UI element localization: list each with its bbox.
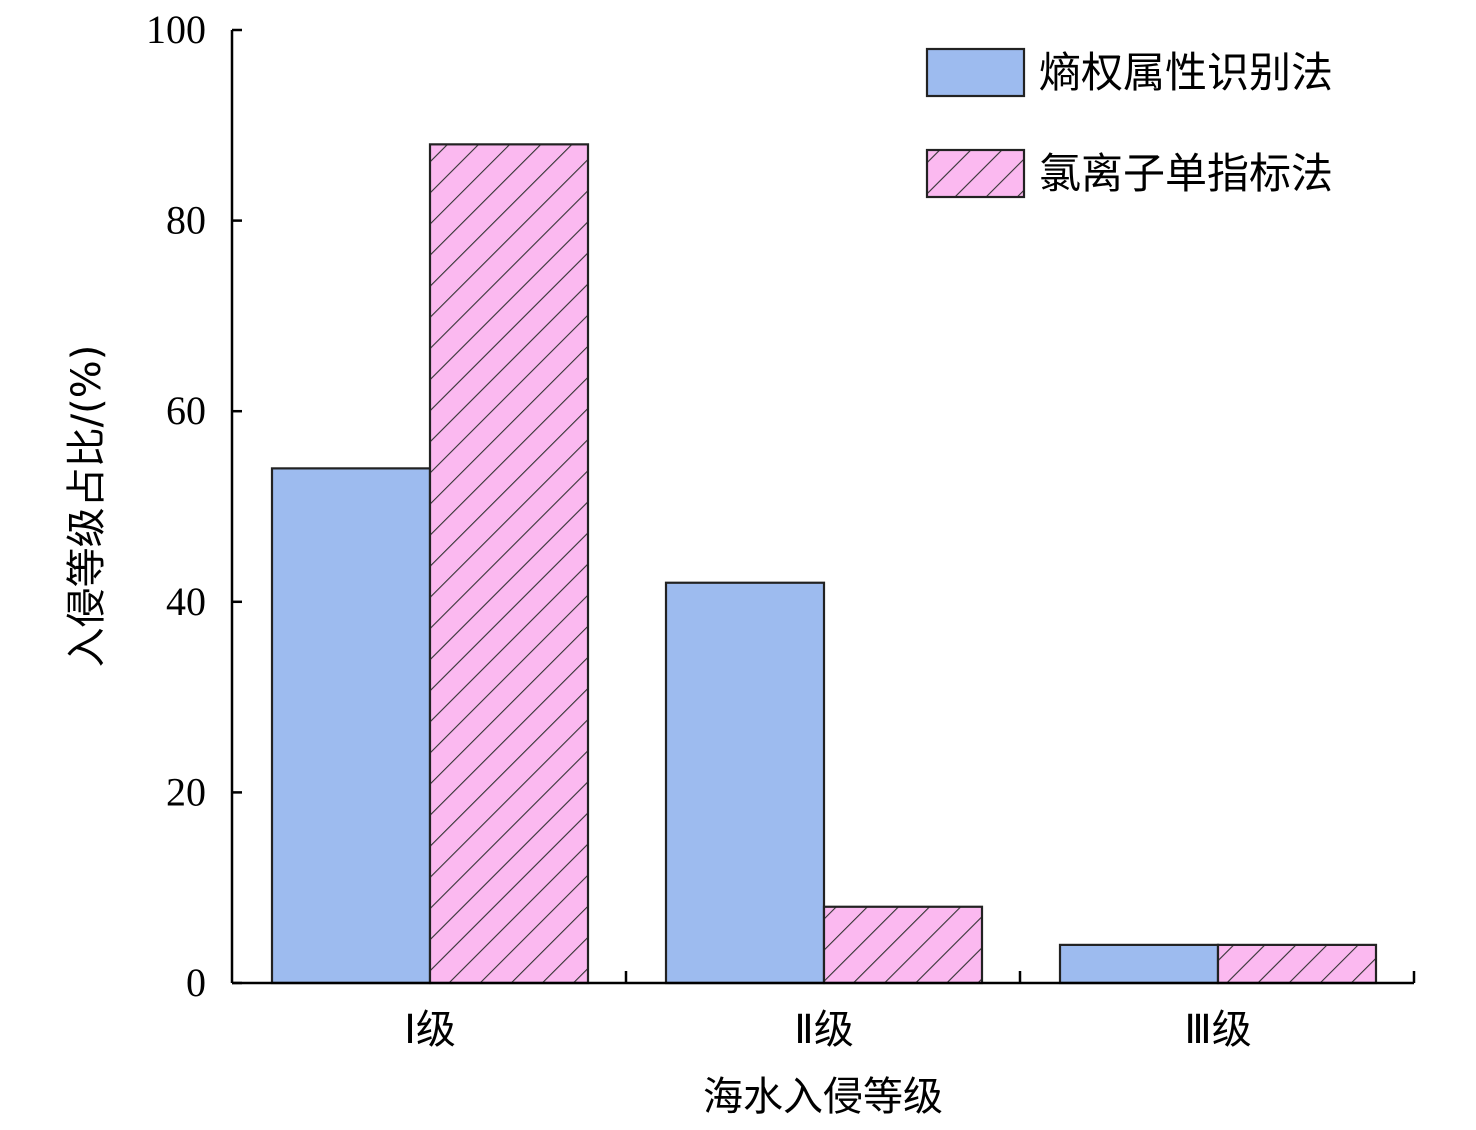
category-labels: Ⅰ级 Ⅱ级 Ⅲ级 — [404, 1007, 1252, 1053]
bar-entropy-3 — [1058, 943, 1220, 985]
bar-chloride-3 — [1216, 943, 1378, 985]
bar-chloride-1 — [428, 143, 590, 985]
y-tick-label: 80 — [166, 198, 206, 243]
x-ticks — [624, 971, 1416, 983]
bar-chloride-2 — [822, 905, 984, 985]
bar-entropy-1 — [270, 467, 432, 985]
y-tick-label: 0 — [186, 960, 206, 1005]
x-category-label: Ⅰ级 — [404, 1007, 456, 1053]
y-ticks: 0 20 40 60 80 100 — [146, 7, 242, 1005]
legend-label-chloride: 氯离子单指标法 — [1039, 149, 1333, 198]
x-category-label: Ⅲ级 — [1184, 1007, 1252, 1053]
y-tick-label: 20 — [166, 769, 206, 814]
y-axis-title: 入侵等级占比/(%) — [64, 345, 110, 668]
bars-layer — [270, 143, 1378, 985]
y-tick-label: 40 — [166, 579, 206, 624]
legend-swatch-chloride — [925, 148, 1026, 199]
legend-label-entropy: 熵权属性识别法 — [1039, 48, 1333, 97]
x-axis-title: 海水入侵等级 — [703, 1074, 943, 1120]
y-tick-label: 100 — [146, 7, 206, 52]
legend-swatch-entropy — [925, 47, 1026, 98]
x-category-label: Ⅱ级 — [794, 1007, 854, 1053]
y-tick-label: 60 — [166, 388, 206, 433]
bar-entropy-2 — [664, 581, 826, 985]
